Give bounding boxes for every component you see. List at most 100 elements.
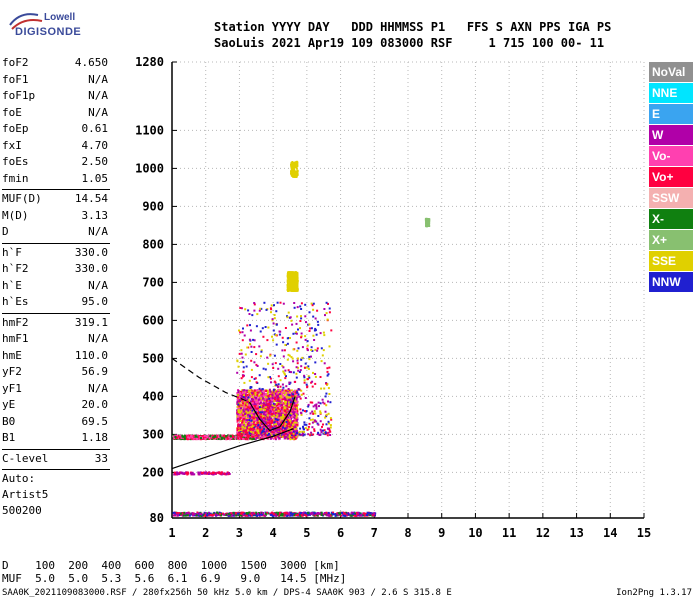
param-row: foF1p N/A xyxy=(2,89,110,106)
echo-point xyxy=(327,400,329,403)
echo-point xyxy=(295,420,298,423)
echo-point xyxy=(264,410,267,413)
echo-point xyxy=(261,327,264,330)
echo-point xyxy=(289,415,292,418)
echo-point xyxy=(250,398,253,401)
echo-point xyxy=(305,383,308,386)
echo-point xyxy=(197,471,200,474)
param-row: foF2 4.650 xyxy=(2,56,110,73)
echo-point xyxy=(289,337,291,339)
echo-point xyxy=(260,436,263,439)
echo-point xyxy=(208,513,211,516)
echo-point xyxy=(328,366,331,369)
echo-point xyxy=(271,431,274,434)
param-separator xyxy=(2,469,110,470)
echo-point xyxy=(317,431,320,434)
echo-point xyxy=(296,359,299,362)
echo-point xyxy=(287,430,290,433)
echo-point xyxy=(232,436,235,439)
echo-point xyxy=(306,366,308,369)
echo-point xyxy=(312,371,314,374)
echo-point xyxy=(245,432,248,435)
echo-point xyxy=(258,345,261,348)
echo-point xyxy=(254,377,257,380)
echo-point xyxy=(291,407,294,410)
echo-point xyxy=(295,512,298,515)
echo-point xyxy=(319,410,322,413)
echo-point xyxy=(271,400,274,403)
y-tick-label: 600 xyxy=(142,313,164,327)
autoscale-text: Auto: xyxy=(2,472,36,485)
param-name: M(D) xyxy=(2,208,29,222)
echo-point xyxy=(258,391,260,394)
echo-point xyxy=(259,401,262,404)
echo-point xyxy=(280,512,283,515)
echo-point xyxy=(325,423,328,426)
echo-point xyxy=(339,513,341,516)
param-name: B1 xyxy=(2,431,16,444)
echo-point xyxy=(326,367,329,370)
echo-point xyxy=(274,417,277,420)
echo-point xyxy=(279,301,282,304)
echo-point xyxy=(246,346,249,349)
echo-point xyxy=(253,393,256,396)
echo-point xyxy=(323,362,326,365)
echo-point xyxy=(246,423,249,426)
echo-point xyxy=(311,380,314,383)
echo-point xyxy=(295,372,298,375)
echo-point xyxy=(246,427,249,430)
echo-point xyxy=(272,390,275,393)
echo-point xyxy=(272,322,275,325)
echo-point xyxy=(252,410,255,413)
echo-point xyxy=(285,424,288,427)
echo-point xyxy=(314,327,317,330)
echo-point xyxy=(254,405,257,408)
param-value: 3.13 xyxy=(81,208,109,222)
echo-point xyxy=(259,428,262,431)
echo-point xyxy=(264,395,267,397)
echo-point xyxy=(236,396,239,399)
echo-point xyxy=(187,512,190,515)
echo-point xyxy=(327,511,330,514)
echo-point xyxy=(273,416,276,419)
echo-point xyxy=(250,428,253,431)
echo-point xyxy=(250,376,253,379)
echo-point xyxy=(293,422,296,425)
echo-point xyxy=(277,391,280,394)
echo-point xyxy=(321,354,324,357)
echo-point xyxy=(266,339,269,342)
echo-point xyxy=(295,514,298,517)
echo-point xyxy=(366,514,369,516)
echo-point xyxy=(286,514,289,517)
echo-point xyxy=(293,435,296,438)
echo-point xyxy=(252,435,255,438)
echo-point xyxy=(315,403,318,406)
echo-point xyxy=(186,512,189,515)
echo-point xyxy=(232,511,235,514)
echo-point xyxy=(194,434,197,437)
echo-point xyxy=(248,430,251,433)
echo-point xyxy=(256,313,259,316)
param-value: 1.05 xyxy=(81,171,109,185)
echo-point xyxy=(284,369,287,372)
echo-point xyxy=(271,318,274,321)
echo-point xyxy=(294,437,297,440)
param-value: 33 xyxy=(94,451,108,465)
echo-point xyxy=(198,514,201,517)
echo-point xyxy=(286,400,289,403)
param-name: foF2 xyxy=(2,56,29,69)
echo-point xyxy=(321,398,324,401)
echo-point xyxy=(260,425,263,428)
echo-point xyxy=(272,329,275,332)
echo-point xyxy=(246,324,249,327)
echo-point xyxy=(283,429,286,432)
echo-point xyxy=(234,435,237,438)
echo-point xyxy=(325,301,328,304)
echo-point xyxy=(265,390,268,392)
echo-point xyxy=(248,313,251,315)
echo-point xyxy=(266,394,269,397)
echo-point xyxy=(269,403,272,406)
echo-point xyxy=(220,514,223,517)
echo-point xyxy=(297,366,299,369)
param-row: B1 1.18 xyxy=(2,431,110,448)
